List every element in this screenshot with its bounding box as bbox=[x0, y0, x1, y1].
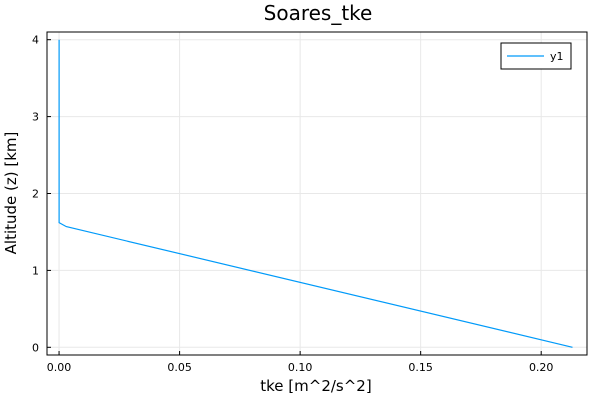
legend-label: y1 bbox=[550, 50, 564, 63]
y-axis-label: Altitude (z) [km] bbox=[2, 132, 20, 255]
series-layer bbox=[58, 39, 573, 348]
y-tick-label: 3 bbox=[32, 111, 39, 124]
series-line-y1 bbox=[58, 39, 573, 348]
y-tick-label: 0 bbox=[32, 341, 39, 354]
y-tick-label: 4 bbox=[32, 34, 39, 47]
x-tick-label: 0.15 bbox=[408, 361, 433, 374]
x-axis-label: tke [m^2/s^2] bbox=[260, 377, 371, 395]
legend: y1 bbox=[500, 42, 572, 70]
x-tick-labels: 0.00 0.05 0.10 0.15 0.20 bbox=[47, 351, 554, 374]
x-tick-label: 0.20 bbox=[529, 361, 554, 374]
y-tick-labels: 0 1 2 3 4 bbox=[32, 34, 51, 354]
x-tick-label: 0.00 bbox=[47, 361, 72, 374]
x-tick-label: 0.05 bbox=[167, 361, 192, 374]
y-tick-label: 2 bbox=[32, 188, 39, 201]
y-tick-label: 1 bbox=[32, 264, 39, 277]
grid bbox=[47, 32, 587, 355]
chart-title: Soares_tke bbox=[264, 1, 373, 25]
x-tick-label: 0.10 bbox=[288, 361, 313, 374]
